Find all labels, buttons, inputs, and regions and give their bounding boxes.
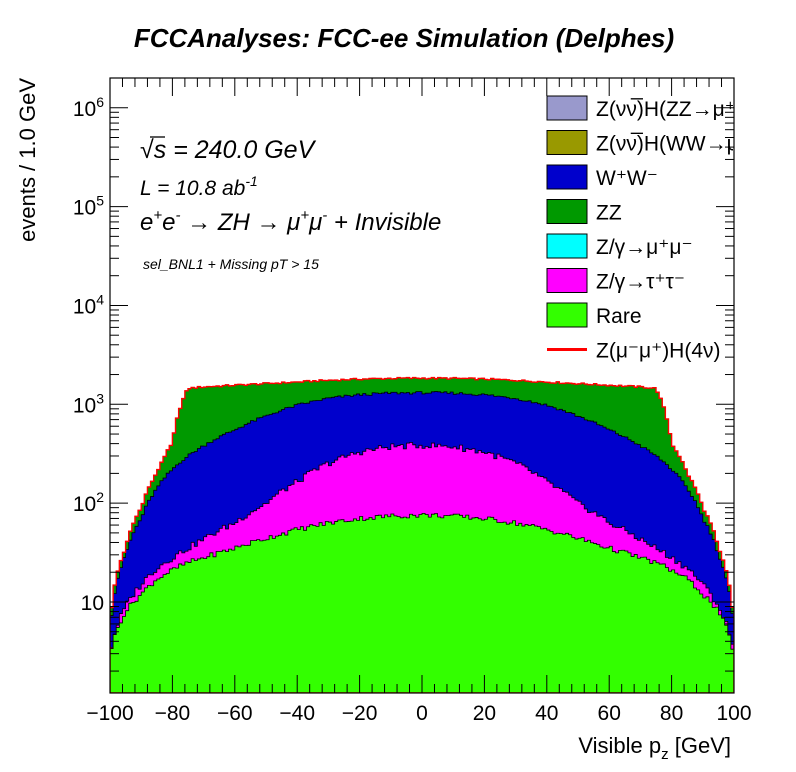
lumi-annotation: L = 10.8 ab-1 [140,173,258,200]
x-axis-label: Visible pz [GeV] [578,733,731,763]
legend-entry-zmumu: Z/γ→μ⁺μ⁻ [596,236,693,259]
sqrt-symbol: √ [140,136,154,164]
legend-swatch [546,302,588,328]
signal-line [110,376,734,693]
legend-entry-rare: Rare [596,305,642,328]
x-tick-label: −40 [279,702,315,725]
stack-layers [110,376,734,693]
y-tick-label: 104 [73,291,104,318]
process-annotation: e+e- → ZH → μ+μ- + Invisible [140,207,441,236]
legend-swatch [546,130,588,155]
x-tick-label: −60 [217,702,253,725]
legend-swatch [546,95,588,121]
legend-swatch [546,199,588,224]
y-axis: 10 102 103 104 105 106 [73,77,734,672]
legend-entry-znunu-hww: Z(νν̅)H(WW→μ⁺νμ [596,133,772,156]
y-tick-label: 103 [73,390,104,417]
y-tick-label: 102 [73,489,104,516]
legend: Z(νν̅)H(ZZ→μ⁺μ⁻ν Z(νν̅)H(WW→μ⁺νμ W⁺W⁻ ZZ Z/γ… [546,95,772,363]
x-tick-label: 80 [660,702,683,725]
legend-entry-signal: Z(μ⁻μ⁺)H(4ν) [596,340,721,363]
x-tick-label: 100 [716,702,751,725]
energy-annotation: √s = 240.0 GeV [140,136,317,164]
x-axis: −100 −80 −60 −40 −20 0 20 40 60 80 100 [86,78,752,725]
selection-annotation: sel_BNL1 + Missing pT > 15 [143,256,319,272]
x-tick-label: −20 [342,702,378,725]
plot-area: −100 −80 −60 −40 −20 0 20 40 60 80 100 10 102 103 104… [73,77,752,725]
x-tick-label: 60 [598,702,621,725]
svg-text:√s = 240.0 GeV: √s = 240.0 GeV [140,136,317,164]
x-tick-label: 40 [535,702,558,725]
legend-entry-ww: W⁺W⁻ [596,167,658,190]
x-tick-label: −80 [155,702,191,725]
y-axis-label: events / 1.0 GeV [15,78,40,242]
legend-swatch [546,164,588,190]
y-tick-label: 10 [81,592,104,615]
y-tick-label: 105 [73,193,104,220]
chart-title: FCCAnalyses: FCC-ee Simulation (Delphes) [134,23,674,53]
x-tick-label: −100 [86,702,133,725]
legend-swatch [546,268,588,293]
y-tick-label: 106 [73,94,104,121]
legend-entry-znunu-hzz: Z(νν̅)H(ZZ→μ⁺μ⁻ν [596,98,770,121]
legend-swatch [546,233,588,259]
legend-entry-zz: ZZ [596,202,622,225]
x-tick-label: 0 [416,702,428,725]
stack-rare [110,512,734,693]
x-tick-label: 20 [473,702,496,725]
legend-entry-ztautau: Z/γ→τ⁺τ⁻ [596,271,685,294]
